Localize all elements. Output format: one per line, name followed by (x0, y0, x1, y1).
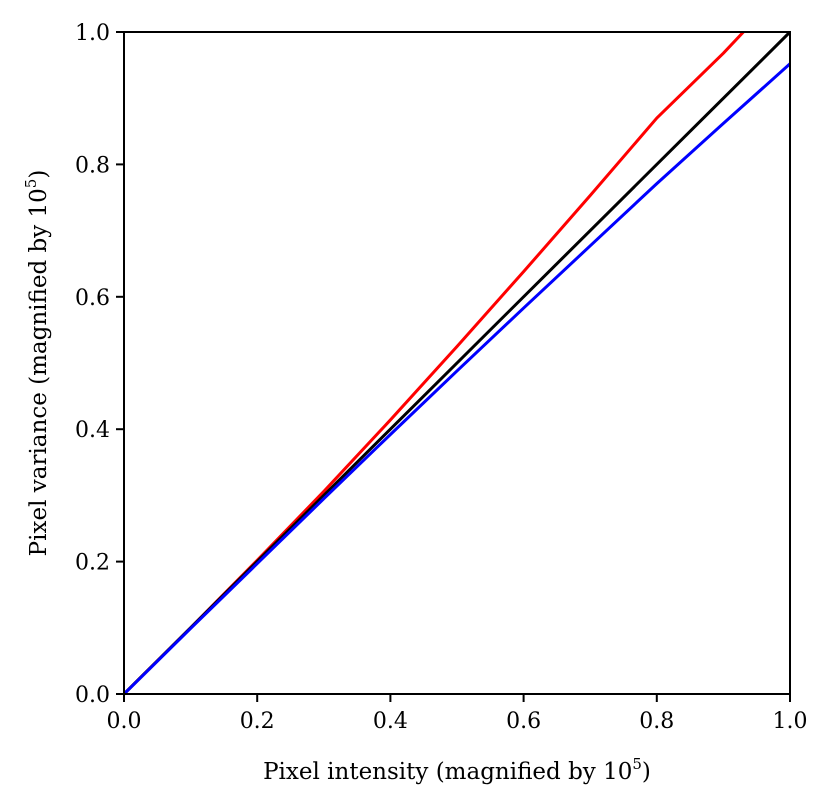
series-layer (122, 30, 792, 696)
x-tick-label: 0.2 (240, 709, 275, 734)
x-tick-label: 0.8 (639, 709, 674, 734)
y-tick-label: 0.0 (75, 683, 110, 708)
y-tick-label: 0.2 (75, 551, 110, 576)
y-tick-label: 1.0 (75, 21, 110, 46)
y-tick-label: 0.4 (75, 418, 110, 443)
x-tick-label: 1.0 (773, 709, 808, 734)
y-axis-label: Pixel variance (magnified by 105) (22, 170, 52, 557)
y-tick-label: 0.8 (75, 153, 110, 178)
x-axis-label: Pixel intensity (magnified by 105) (263, 755, 651, 785)
y-tick-label: 0.6 (75, 286, 110, 311)
x-axis-ticks: 0.0 0.2 0.4 0.6 0.8 1.0 (107, 694, 808, 734)
x-tick-label: 0.4 (373, 709, 408, 734)
plot-frame (123, 31, 791, 695)
x-tick-label: 0.6 (506, 709, 541, 734)
x-tick-label: 0.0 (107, 709, 142, 734)
y-axis-ticks: 0.0 0.2 0.4 0.6 0.8 1.0 (75, 21, 124, 708)
series-line-3 (122, 62, 792, 696)
